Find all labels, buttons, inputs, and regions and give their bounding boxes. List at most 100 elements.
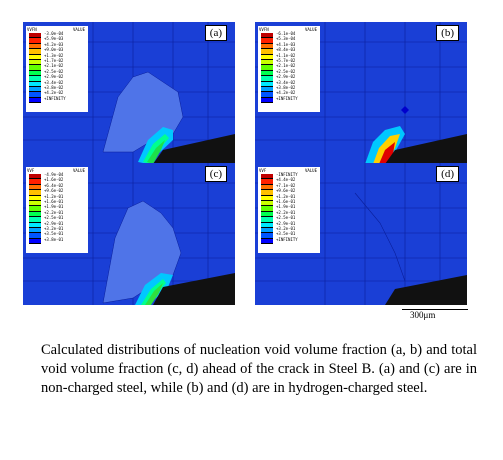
- legend-swatch: [261, 81, 273, 87]
- legend-value: +2.1e-02: [44, 63, 64, 69]
- panel-a-legend: VVFN VALUE -3.0e-04 +5.9e-03 +4.2e-03 +9.…: [26, 26, 88, 112]
- legend-swatch: [261, 211, 273, 218]
- legend-swatch: [29, 43, 41, 50]
- legend-swatch: [29, 195, 41, 201]
- legend-title: VVF: [259, 168, 267, 173]
- legend-value: +3.8e-02: [44, 85, 64, 91]
- legend-value: +5.7e-02: [276, 58, 296, 64]
- legend-swatch: [29, 59, 41, 66]
- legend-value: +6.4e-02: [44, 182, 64, 188]
- panel-a: VVFN VALUE -3.0e-04 +5.9e-03 +4.2e-03 +9.…: [23, 22, 235, 164]
- legend-swatch: [29, 76, 41, 82]
- panel-b: VVFN VALUE -6.1e-04 +5.3e-04 +4.1e-03 +8.…: [255, 22, 467, 164]
- legend-value: +2.2e-01: [44, 209, 64, 215]
- legend-swatch: [29, 238, 41, 245]
- legend-swatch: [29, 81, 41, 87]
- legend-value: +2.5e-02: [44, 68, 64, 74]
- legend-swatch: [29, 184, 41, 191]
- legend-value: +3.5e-01: [44, 231, 64, 237]
- legend-value: +1.6e-01: [276, 199, 296, 205]
- legend-swatch: [29, 200, 41, 207]
- legend-swatch: [261, 70, 273, 77]
- panel-b-contour-plot: [255, 22, 467, 164]
- scale-bar: [402, 309, 468, 310]
- legend-value: +9.0e-03: [44, 47, 64, 53]
- legend-title: VVF: [27, 168, 35, 173]
- legend-swatch: [261, 92, 273, 98]
- legend-swatch: [261, 97, 273, 104]
- legend-swatch: [29, 206, 41, 212]
- legend-swatch: [261, 227, 273, 234]
- legend-title: VVFN: [27, 27, 37, 32]
- legend-value: +5.3e-04: [276, 36, 296, 42]
- panel-c-contour-plot: [23, 163, 235, 305]
- legend-swatch: [29, 227, 41, 234]
- legend-swatch: [261, 195, 273, 201]
- legend-swatch: [29, 86, 41, 93]
- legend-swatch: [29, 217, 41, 223]
- legend-swatch: [261, 59, 273, 66]
- legend-value: +2.5e-01: [44, 215, 64, 221]
- legend-swatch: [261, 190, 273, 196]
- legend-value: +4.2e-02: [44, 90, 64, 96]
- legend-value: -3.0e-04: [44, 31, 64, 36]
- legend-swatch: [261, 200, 273, 207]
- legend-value: +3.2e-01: [44, 226, 64, 232]
- legend-swatch: [261, 217, 273, 223]
- legend-value: +2.1e-02: [276, 63, 296, 69]
- legend-swatch: [29, 54, 41, 60]
- legend-value: +INFINITY: [44, 95, 66, 101]
- legend-colorbar: [29, 33, 41, 109]
- legend-swatch: [29, 92, 41, 98]
- legend-swatch: [29, 49, 41, 55]
- legend-swatch: [261, 54, 273, 60]
- legend-value-header: VALUE: [72, 168, 85, 173]
- legend-value: +4.2e-03: [44, 41, 64, 47]
- panel-b-legend: VVFN VALUE -6.1e-04 +5.3e-04 +4.1e-03 +8.…: [258, 26, 320, 112]
- legend-value: +2.5e-01: [276, 215, 296, 221]
- panel-label: (c): [204, 166, 227, 182]
- panel-d: VVF VALUE -INFINITY +4.4e-02 +7.1e-02 +9.…: [255, 163, 467, 305]
- panel-label: (b): [436, 25, 459, 41]
- legend-colorbar: [261, 33, 273, 109]
- legend-value: +1.9e-01: [276, 204, 296, 210]
- legend-value: +8.4e-03: [276, 47, 296, 53]
- legend-swatch: [29, 233, 41, 239]
- legend-value: -INFINITY: [276, 172, 298, 177]
- legend-swatch: [29, 211, 41, 218]
- legend-swatch: [261, 184, 273, 191]
- legend-swatch: [29, 190, 41, 196]
- panel-d-contour-plot: [255, 163, 467, 305]
- legend-swatch: [261, 233, 273, 239]
- legend-colorbar: [261, 174, 273, 250]
- legend-swatch: [261, 86, 273, 93]
- legend-value: +3.8e-02: [276, 85, 296, 91]
- legend-swatch: [261, 33, 273, 39]
- legend-value: +INFINITY: [276, 95, 298, 101]
- legend-value: -6.1e-04: [276, 31, 296, 36]
- legend-value: +3.5e-01: [276, 231, 296, 237]
- panel-c: VVF VALUE -4.9e-04 +1.6e-02 +6.4e-02 +9.6…: [23, 163, 235, 305]
- legend-swatch: [261, 174, 273, 180]
- legend-swatch: [29, 33, 41, 39]
- legend-swatch: [261, 65, 273, 71]
- legend-swatch: [261, 49, 273, 55]
- legend-swatch: [29, 174, 41, 180]
- legend-value: +2.5e-02: [276, 68, 296, 74]
- legend-swatch: [29, 70, 41, 77]
- legend-value: +1.3e-02: [44, 52, 64, 58]
- legend-value: +1.2e-01: [276, 193, 296, 199]
- legend-title: VVFN: [259, 27, 269, 32]
- legend-swatch: [261, 222, 273, 228]
- legend-value: +INFINITY: [276, 236, 298, 242]
- legend-swatch: [29, 65, 41, 71]
- legend-value: +3.8e-01: [44, 236, 64, 242]
- legend-value: +2.2e-01: [276, 209, 296, 215]
- legend-value: +2.9e-02: [44, 74, 64, 80]
- legend-value: +5.9e-03: [44, 36, 64, 42]
- legend-value: +3.2e-01: [276, 226, 296, 232]
- legend-value: +9.6e-02: [44, 188, 64, 194]
- panel-c-legend: VVF VALUE -4.9e-04 +1.6e-02 +6.4e-02 +9.6…: [26, 167, 88, 253]
- legend-value: +4.1e-03: [276, 41, 296, 47]
- legend-value: +4.4e-02: [276, 177, 296, 183]
